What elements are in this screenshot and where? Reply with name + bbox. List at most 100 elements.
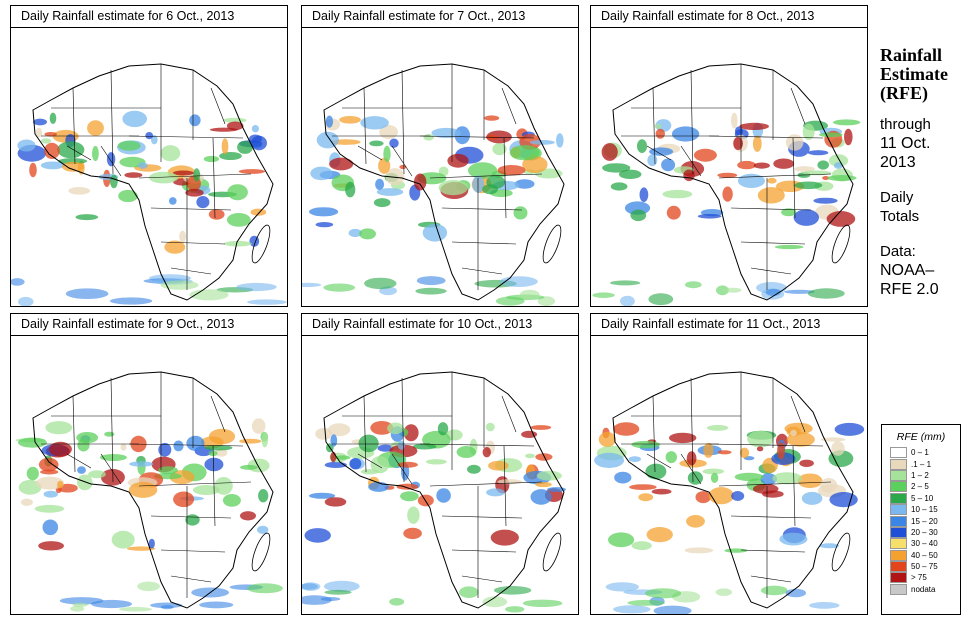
rainfall-cell [671,126,700,142]
rainfall-cell [196,196,210,209]
rainfall-cell [35,127,43,138]
country-border [128,135,244,139]
rainfall-cell [399,164,407,170]
rainfall-cell [797,473,823,489]
rainfall-cell [756,446,764,452]
rainfall-cell [77,466,86,474]
country-border [100,145,122,177]
legend-label: .1 – 1 [911,459,932,469]
legend-swatch [890,526,907,538]
legend-item: 2 – 5 [882,481,960,493]
legend-swatch [890,458,907,470]
country-border [718,481,832,487]
rainfall-cell [389,598,405,606]
rainfall-cell [638,493,654,502]
country-border [792,137,796,219]
rainfall-cell [416,276,446,286]
rainfall-cell [251,125,259,133]
country-border [646,453,672,469]
rainfall-cell [717,172,738,178]
rainfall-cell [739,447,750,459]
country-border [357,453,383,469]
rainfall-cell [724,548,748,553]
rainfall-cell [18,479,42,495]
rainfall-cell [592,292,615,299]
country-border [750,575,792,583]
rainfall-cell [802,123,815,140]
legend-swatch [890,481,907,493]
rainfall-cell [376,188,404,196]
rainfall-cell [535,481,552,488]
country-border [419,443,535,447]
rainfall-cell [706,424,729,431]
rainfall-cell [315,428,333,440]
country-border [708,443,824,447]
rainfall-cell [99,454,127,461]
map-panel-oct-7: Daily Rainfall estimate for 7 Oct., 2013 [301,5,579,307]
rainfall-cell [227,184,248,201]
rainfall-cell [605,582,639,592]
country-border [680,453,702,485]
rainfall-cell [423,134,434,141]
country-border [501,87,517,125]
rainfall-cell [173,440,184,452]
country-border [110,377,114,483]
rainfall-cell [653,605,692,614]
rainfall-cell [646,527,673,543]
rainfall-cell [737,173,765,188]
legend-item: 15 – 20 [882,515,960,527]
rainfall-cell [62,161,84,172]
rainfall-cell [826,211,856,227]
country-border [451,241,517,245]
rainfall-cell [412,443,437,450]
rainfall-cell [785,588,806,598]
rainfall-cell [794,181,823,190]
rainfall-cell [327,423,351,437]
rainfall-cell [693,148,717,162]
rainfall-cell [387,422,404,435]
rainfall-cell [809,602,840,609]
rainfall-cell [339,116,361,124]
rainfall-cell [370,421,394,435]
legend-title: RFE (mm) [896,431,946,443]
country-border [429,481,543,487]
rainfall-cell [57,480,64,489]
rainfall-cell [733,137,743,150]
rainfall-cell [819,132,843,138]
rainfall-cell [400,491,419,502]
rainfall-cell [111,530,135,549]
legend-swatch [890,447,907,459]
rainfall-cell [126,546,156,551]
rainfall-cell [368,481,389,492]
rainfall-cell [330,451,337,463]
panel-title: Daily Rainfall estimate for 11 Oct., 201… [591,314,867,336]
rainfall-cell [316,131,339,149]
rainfall-cell [173,491,195,508]
rainfall-cell [329,157,354,171]
legend-item: 40 – 50 [882,549,960,561]
rainfall-cell [364,277,397,290]
rainfall-cell [519,289,540,300]
rainfall-cell [335,455,351,460]
country-border [740,241,806,245]
rainfall-cell [239,438,262,444]
country-border [391,145,413,177]
rainfall-cell [509,145,540,161]
country-border [708,135,824,139]
map-panel-oct-11: Daily Rainfall estimate for 11 Oct., 201… [590,313,868,615]
country-border [503,137,507,219]
rainfall-cell [302,595,332,605]
country-border [150,207,232,211]
rainfall-cell [610,182,628,191]
rainfall-cell [128,481,158,498]
rainfall-cell [772,472,802,485]
caption-source: RFE 2.0 [880,281,939,298]
rainfall-cell [529,140,555,145]
rainfall-cell [204,445,233,451]
rainfall-cell [771,452,796,465]
rainfall-cell [794,166,815,172]
rainfall-cell [158,466,178,475]
rainfall-cell [92,145,99,162]
